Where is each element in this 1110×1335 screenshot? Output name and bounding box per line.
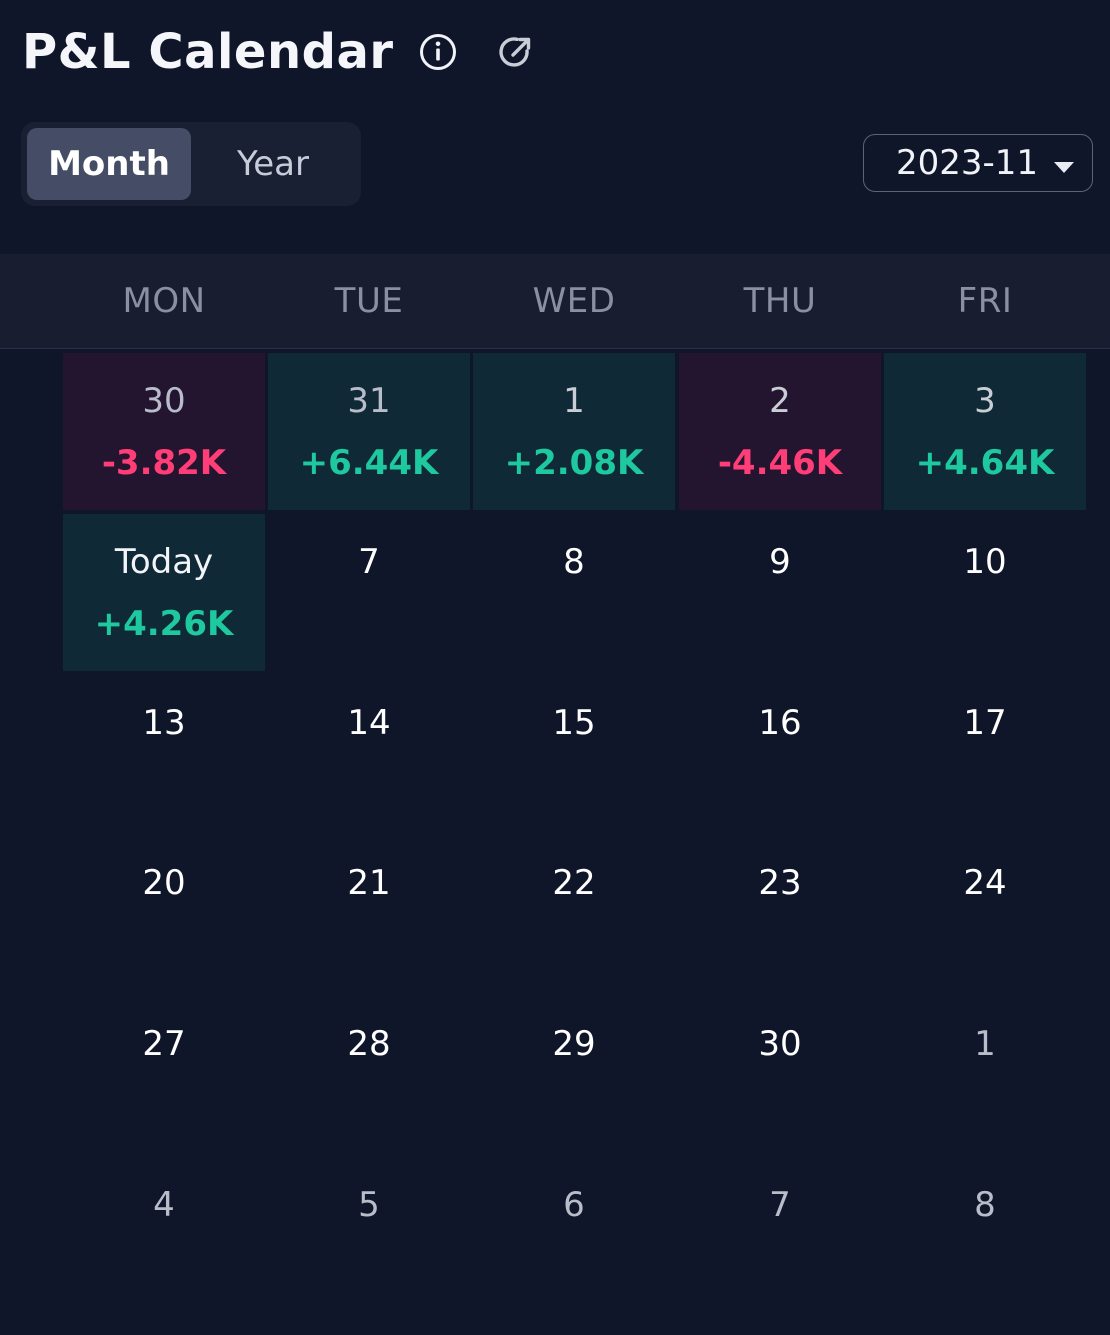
day-number: 9 bbox=[769, 542, 791, 582]
calendar-day[interactable]: 3 +4.64K bbox=[884, 353, 1086, 510]
pnl-value: +4.64K bbox=[915, 443, 1055, 483]
day-number: 15 bbox=[552, 703, 596, 743]
calendar-day[interactable]: 10 bbox=[884, 514, 1086, 671]
tab-month[interactable]: Month bbox=[27, 128, 191, 200]
day-number: 7 bbox=[358, 542, 380, 582]
page-header: P&L Calendar bbox=[22, 22, 536, 82]
calendar-day[interactable]: 9 bbox=[679, 514, 881, 671]
calendar-day[interactable]: 14 bbox=[268, 675, 470, 832]
calendar-day[interactable]: 1 bbox=[884, 996, 1086, 1153]
day-number: 1 bbox=[974, 1024, 996, 1064]
info-circle-icon[interactable] bbox=[418, 32, 458, 72]
month-picker-value: 2023-11 bbox=[896, 143, 1039, 183]
calendar-day[interactable]: 23 bbox=[679, 835, 881, 992]
calendar-day[interactable]: 2 -4.46K bbox=[679, 353, 881, 510]
day-number: 3 bbox=[974, 381, 996, 421]
calendar-day[interactable]: 15 bbox=[473, 675, 675, 832]
day-number: 13 bbox=[142, 703, 186, 743]
day-number: 7 bbox=[769, 1185, 791, 1225]
day-number: 6 bbox=[563, 1185, 585, 1225]
day-number: 2 bbox=[769, 381, 791, 421]
pnl-value: +2.08K bbox=[504, 443, 644, 483]
calendar-day[interactable]: 7 bbox=[679, 1157, 881, 1314]
day-number: 29 bbox=[552, 1024, 596, 1064]
calendar-day[interactable]: 5 bbox=[268, 1157, 470, 1314]
calendar-day[interactable]: 17 bbox=[884, 675, 1086, 832]
month-picker[interactable]: 2023-11 bbox=[863, 134, 1093, 192]
pnl-value: -3.82K bbox=[101, 443, 227, 483]
day-number: 17 bbox=[963, 703, 1007, 743]
day-number: 10 bbox=[963, 542, 1007, 582]
view-toggle: Month Year bbox=[21, 122, 361, 206]
calendar-day[interactable]: 24 bbox=[884, 835, 1086, 992]
day-number: 24 bbox=[963, 863, 1007, 903]
weekday-header: MON TUE WED THU FRI bbox=[0, 254, 1110, 349]
calendar-day[interactable]: 21 bbox=[268, 835, 470, 992]
weekday-label: MON bbox=[122, 281, 206, 321]
tab-year[interactable]: Year bbox=[237, 144, 309, 184]
day-number: 16 bbox=[758, 703, 802, 743]
calendar-day[interactable]: 13 bbox=[63, 675, 265, 832]
day-number: Today bbox=[114, 542, 214, 582]
weekday-label: TUE bbox=[334, 281, 404, 321]
pnl-value: +6.44K bbox=[299, 443, 439, 483]
day-number: 21 bbox=[347, 863, 391, 903]
day-number: 1 bbox=[563, 381, 585, 421]
calendar-day-today[interactable]: Today +4.26K bbox=[63, 514, 265, 671]
pnl-value: -4.46K bbox=[717, 443, 843, 483]
day-number: 8 bbox=[974, 1185, 996, 1225]
day-number: 27 bbox=[142, 1024, 186, 1064]
day-number: 23 bbox=[758, 863, 802, 903]
day-number: 30 bbox=[142, 381, 186, 421]
calendar-day[interactable]: 7 bbox=[268, 514, 470, 671]
day-number: 14 bbox=[347, 703, 391, 743]
page-title: P&L Calendar bbox=[22, 24, 394, 80]
calendar-day[interactable]: 30 -3.82K bbox=[63, 353, 265, 510]
calendar-day[interactable]: 29 bbox=[473, 996, 675, 1153]
caret-down-icon bbox=[1054, 159, 1074, 178]
day-number: 8 bbox=[563, 542, 585, 582]
calendar-day[interactable]: 30 bbox=[679, 996, 881, 1153]
day-number: 20 bbox=[142, 863, 186, 903]
day-number: 5 bbox=[358, 1185, 380, 1225]
calendar-day[interactable]: 6 bbox=[473, 1157, 675, 1314]
calendar-day[interactable]: 22 bbox=[473, 835, 675, 992]
calendar-day[interactable]: 4 bbox=[63, 1157, 265, 1314]
calendar-day[interactable]: 20 bbox=[63, 835, 265, 992]
calendar-day[interactable]: 28 bbox=[268, 996, 470, 1153]
day-number: 30 bbox=[758, 1024, 802, 1064]
weekday-label: WED bbox=[532, 281, 616, 321]
day-number: 22 bbox=[552, 863, 596, 903]
day-number: 31 bbox=[347, 381, 391, 421]
day-number: 4 bbox=[153, 1185, 175, 1225]
weekday-label: THU bbox=[743, 281, 817, 321]
calendar-day[interactable]: 16 bbox=[679, 675, 881, 832]
calendar-day[interactable]: 1 +2.08K bbox=[473, 353, 675, 510]
pnl-value: +4.26K bbox=[94, 604, 234, 644]
share-export-icon[interactable] bbox=[496, 32, 536, 72]
day-number: 28 bbox=[347, 1024, 391, 1064]
calendar-day[interactable]: 8 bbox=[884, 1157, 1086, 1314]
calendar-day[interactable]: 31 +6.44K bbox=[268, 353, 470, 510]
weekday-label: FRI bbox=[957, 281, 1013, 321]
calendar-day[interactable]: 27 bbox=[63, 996, 265, 1153]
calendar-day[interactable]: 8 bbox=[473, 514, 675, 671]
